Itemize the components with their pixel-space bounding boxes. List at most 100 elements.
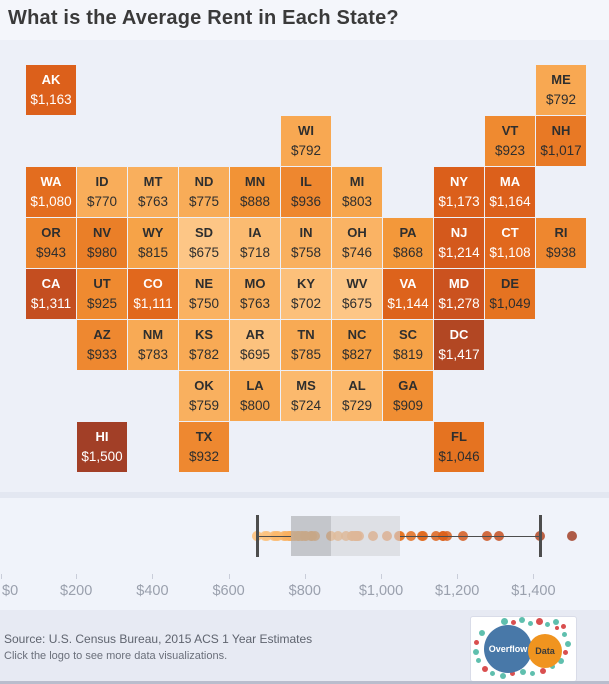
state-tile-nd[interactable]: ND $775 bbox=[179, 167, 229, 217]
state-rent-value: $758 bbox=[290, 244, 322, 260]
state-rent-value: $1,417 bbox=[438, 346, 480, 362]
logo-bubble bbox=[536, 618, 543, 625]
state-tile-mt[interactable]: MT $763 bbox=[128, 167, 178, 217]
state-tile-wv[interactable]: WV $675 bbox=[332, 269, 382, 319]
logo-bubble bbox=[550, 664, 555, 669]
state-tile-tx[interactable]: TX $932 bbox=[179, 422, 229, 472]
state-rent-value: $1,164 bbox=[489, 193, 531, 209]
state-tile-la[interactable]: LA $800 bbox=[230, 371, 280, 421]
axis-tick bbox=[533, 574, 535, 579]
state-abbr: NH bbox=[551, 123, 571, 139]
state-tile-or[interactable]: OR $943 bbox=[26, 218, 76, 268]
state-abbr: FL bbox=[451, 429, 467, 445]
state-tile-ky[interactable]: KY $702 bbox=[281, 269, 331, 319]
state-tile-nh[interactable]: NH $1,017 bbox=[536, 116, 586, 166]
state-dot-hi[interactable] bbox=[566, 531, 577, 541]
state-tile-ga[interactable]: GA $909 bbox=[383, 371, 433, 421]
state-abbr: OK bbox=[194, 378, 214, 394]
state-abbr: AZ bbox=[93, 327, 111, 343]
state-tile-md[interactable]: MD $1,278 bbox=[434, 269, 484, 319]
state-tile-vt[interactable]: VT $923 bbox=[485, 116, 535, 166]
state-tile-dc[interactable]: DC $1,417 bbox=[434, 320, 484, 370]
state-tile-mi[interactable]: MI $803 bbox=[332, 167, 382, 217]
state-tile-wa[interactable]: WA $1,080 bbox=[26, 167, 76, 217]
state-tile-ma[interactable]: MA $1,164 bbox=[485, 167, 535, 217]
state-tile-nj[interactable]: NJ $1,214 bbox=[434, 218, 484, 268]
state-rent-value: $1,080 bbox=[30, 193, 72, 209]
state-rent-value: $925 bbox=[86, 295, 118, 311]
state-tile-az[interactable]: AZ $933 bbox=[77, 320, 127, 370]
logo-bubble bbox=[545, 622, 550, 627]
state-tile-de[interactable]: DE $1,049 bbox=[485, 269, 535, 319]
state-abbr: ME bbox=[551, 72, 571, 88]
logo-bubble bbox=[474, 640, 479, 645]
state-abbr: WI bbox=[298, 123, 314, 139]
state-abbr: IN bbox=[299, 225, 313, 241]
state-tile-co[interactable]: CO $1,111 bbox=[128, 269, 178, 319]
logo-bubble bbox=[558, 658, 564, 664]
state-abbr: IL bbox=[300, 174, 312, 190]
state-abbr: CT bbox=[501, 225, 519, 241]
state-tile-me[interactable]: ME $792 bbox=[536, 65, 586, 115]
state-rent-value: $763 bbox=[239, 295, 271, 311]
state-tile-wi[interactable]: WI $792 bbox=[281, 116, 331, 166]
state-tile-mn[interactable]: MN $888 bbox=[230, 167, 280, 217]
state-tile-ut[interactable]: UT $925 bbox=[77, 269, 127, 319]
state-tile-ia[interactable]: IA $718 bbox=[230, 218, 280, 268]
state-rent-value: $724 bbox=[290, 397, 322, 413]
state-tile-wy[interactable]: WY $815 bbox=[128, 218, 178, 268]
state-tile-ok[interactable]: OK $759 bbox=[179, 371, 229, 421]
state-tile-ms[interactable]: MS $724 bbox=[281, 371, 331, 421]
state-tile-hi[interactable]: HI $1,500 bbox=[77, 422, 127, 472]
state-rent-value: $770 bbox=[86, 193, 118, 209]
state-tile-nm[interactable]: NM $783 bbox=[128, 320, 178, 370]
state-tile-pa[interactable]: PA $868 bbox=[383, 218, 433, 268]
boxplot-box-upper[interactable] bbox=[330, 516, 400, 556]
logo-overflow-bubble: Overflow bbox=[484, 625, 532, 673]
overflow-data-logo[interactable]: Overflow Data bbox=[470, 616, 577, 682]
state-rent-value: $702 bbox=[290, 295, 322, 311]
state-tile-va[interactable]: VA $1,144 bbox=[383, 269, 433, 319]
boxplot-box-lower[interactable] bbox=[290, 516, 331, 556]
axis-tick-label: $400 bbox=[136, 583, 169, 599]
title-bar: What is the Average Rent in Each State? bbox=[0, 0, 609, 40]
logo-bubble bbox=[562, 632, 567, 637]
state-tile-il[interactable]: IL $936 bbox=[281, 167, 331, 217]
boxplot-min-cap bbox=[256, 515, 260, 557]
axis-tick-label: $1,000 bbox=[358, 583, 404, 599]
state-rent-value: $909 bbox=[392, 397, 424, 413]
state-tile-ak[interactable]: AK $1,163 bbox=[26, 65, 76, 115]
axis-tick bbox=[304, 574, 306, 579]
state-abbr: AL bbox=[348, 378, 366, 394]
state-tile-ne[interactable]: NE $750 bbox=[179, 269, 229, 319]
state-tile-nv[interactable]: NV $980 bbox=[77, 218, 127, 268]
state-tile-fl[interactable]: FL $1,046 bbox=[434, 422, 484, 472]
state-abbr: ID bbox=[95, 174, 109, 190]
state-tile-ri[interactable]: RI $938 bbox=[536, 218, 586, 268]
state-tile-tn[interactable]: TN $785 bbox=[281, 320, 331, 370]
state-rent-value: $815 bbox=[137, 244, 169, 260]
axis-tick-label: $1,200 bbox=[435, 583, 480, 599]
state-tile-ks[interactable]: KS $782 bbox=[179, 320, 229, 370]
state-tile-id[interactable]: ID $770 bbox=[77, 167, 127, 217]
state-rent-value: $718 bbox=[239, 244, 271, 260]
state-tile-ar[interactable]: AR $695 bbox=[230, 320, 280, 370]
state-rent-value: $936 bbox=[290, 193, 322, 209]
state-abbr: AK bbox=[41, 72, 61, 88]
state-abbr: WY bbox=[142, 225, 164, 241]
state-tile-sc[interactable]: SC $819 bbox=[383, 320, 433, 370]
state-tile-ny[interactable]: NY $1,173 bbox=[434, 167, 484, 217]
state-tile-in[interactable]: IN $758 bbox=[281, 218, 331, 268]
state-abbr: IA bbox=[248, 225, 262, 241]
state-tile-sd[interactable]: SD $675 bbox=[179, 218, 229, 268]
state-rent-value: $938 bbox=[545, 244, 577, 260]
state-rent-value: $1,046 bbox=[438, 448, 480, 464]
state-rent-value: $775 bbox=[188, 193, 220, 209]
state-tile-mo[interactable]: MO $763 bbox=[230, 269, 280, 319]
state-tile-ct[interactable]: CT $1,108 bbox=[485, 218, 535, 268]
state-tile-ca[interactable]: CA $1,311 bbox=[26, 269, 76, 319]
state-tile-al[interactable]: AL $729 bbox=[332, 371, 382, 421]
state-tile-oh[interactable]: OH $746 bbox=[332, 218, 382, 268]
state-rent-value: $1,500 bbox=[81, 448, 123, 464]
state-tile-nc[interactable]: NC $827 bbox=[332, 320, 382, 370]
